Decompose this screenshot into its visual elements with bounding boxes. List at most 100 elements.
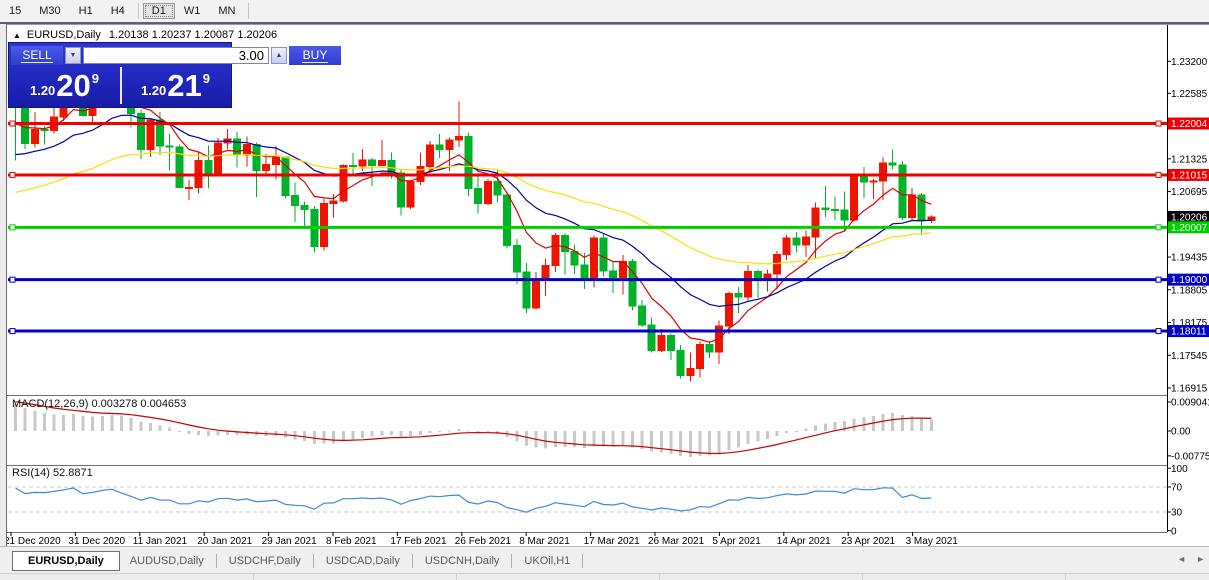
- volume-increase-button[interactable]: ▲: [271, 47, 287, 64]
- svg-text:70: 70: [1171, 483, 1183, 494]
- svg-text:1.17545: 1.17545: [1171, 351, 1208, 362]
- buy-price-display[interactable]: 1.20 21 9: [120, 66, 231, 105]
- svg-text:23 Apr 2021: 23 Apr 2021: [841, 536, 895, 547]
- timeframe-button-h4[interactable]: H4: [110, 5, 125, 17]
- timeframe-button-h1[interactable]: H1: [78, 5, 93, 17]
- svg-text:3 May 2021: 3 May 2021: [906, 536, 959, 547]
- tab-usdcnh-daily[interactable]: USDCNH,Daily: [424, 554, 500, 567]
- svg-text:1.21015: 1.21015: [1171, 170, 1208, 181]
- chart-title: ▲ EURUSD,Daily 1.20138 1.20237 1.20087 1.2…: [13, 29, 277, 41]
- price-chart-canvas[interactable]: 1.23200 1.22585 1.21325 1.20695 1.19435 1.188…: [0, 24, 1209, 548]
- status-bar: [0, 573, 1209, 580]
- chart-tabbar: EURUSD,Daily AUDUSD,Daily USDCHF,Daily U…: [0, 546, 1209, 574]
- sell-price-display[interactable]: 1.20 20 9: [9, 66, 120, 105]
- chart-symbol-label: EURUSD,Daily: [26, 29, 101, 41]
- svg-text:100: 100: [1171, 464, 1188, 475]
- svg-text:20 Jan 2021: 20 Jan 2021: [197, 536, 252, 547]
- timeframe-button-w1[interactable]: W1: [183, 5, 201, 17]
- sell-button-label: SELL: [21, 48, 53, 63]
- date-axis: 21 Dec 2020 31 Dec 2020 11 Jan 2021 20 Jan …: [4, 532, 958, 547]
- tab-separator: [511, 553, 513, 568]
- svg-text:26 Feb 2021: 26 Feb 2021: [455, 536, 512, 547]
- toolbar-separator: [137, 3, 139, 19]
- tab-audusd-daily[interactable]: AUDUSD,Daily: [129, 554, 204, 567]
- tab-ukoil-h1[interactable]: UKOil,H1: [524, 554, 571, 567]
- hline-1.21015[interactable]: [8, 171, 1167, 178]
- volume-decrease-button[interactable]: ▼: [65, 47, 81, 64]
- rsi-line: [15, 487, 932, 513]
- tab-eurusd-daily[interactable]: EURUSD,Daily: [12, 550, 120, 571]
- svg-text:21 Dec 2020: 21 Dec 2020: [4, 536, 61, 547]
- svg-text:1.20007: 1.20007: [1171, 223, 1208, 234]
- hline-1.18011[interactable]: [8, 328, 1167, 335]
- window-left-border: [0, 24, 7, 548]
- svg-text:1.22585: 1.22585: [1171, 89, 1208, 100]
- svg-text:8 Mar 2021: 8 Mar 2021: [519, 536, 570, 547]
- svg-text:1.18805: 1.18805: [1171, 285, 1208, 296]
- macd-indicator-label: MACD(12,26,9) 0.003278 0.004653: [12, 398, 187, 410]
- svg-text:1.18011: 1.18011: [1171, 327, 1207, 338]
- svg-text:1.23200: 1.23200: [1171, 57, 1208, 68]
- svg-text:-0.00775: -0.00775: [1171, 451, 1209, 462]
- svg-text:8 Feb 2021: 8 Feb 2021: [326, 536, 377, 547]
- svg-text:26 Mar 2021: 26 Mar 2021: [648, 536, 705, 547]
- svg-text:0: 0: [1171, 526, 1177, 537]
- rsi-levels: [8, 486, 1167, 513]
- timeframe-button-mn[interactable]: MN: [218, 5, 236, 17]
- tab-usdchf-daily[interactable]: USDCHF,Daily: [228, 554, 301, 567]
- ma-slow-yellow-line: [15, 151, 932, 265]
- panel-divider: [120, 67, 122, 104]
- price-badges: 1.20206 1.22004 1.21015 1.20007 1.19000 1.180…: [1168, 117, 1209, 338]
- sell-price-prefix: 1.20: [29, 83, 56, 98]
- tab-scroll-left-icon[interactable]: ◄: [1177, 554, 1187, 564]
- buy-button-label: BUY: [301, 48, 329, 63]
- svg-text:14 Apr 2021: 14 Apr 2021: [777, 536, 831, 547]
- price-axis: 1.23200 1.22585 1.21325 1.20695 1.19435 1.188…: [1167, 57, 1209, 537]
- tab-separator: [582, 553, 584, 568]
- svg-text:0.009041: 0.009041: [1171, 398, 1209, 409]
- hline-1.22004[interactable]: [8, 120, 1167, 127]
- tab-usdcad-daily[interactable]: USDCAD,Daily: [325, 554, 400, 567]
- svg-text:0.00: 0.00: [1171, 427, 1191, 438]
- collapse-panel-icon[interactable]: ▲: [13, 31, 21, 40]
- tab-scroll-right-icon[interactable]: ►: [1196, 554, 1205, 564]
- pane-borders: [7, 24, 1168, 533]
- svg-text:1.20695: 1.20695: [1171, 187, 1208, 198]
- timeframe-button-m30[interactable]: M30: [39, 5, 61, 17]
- hline-1.20007[interactable]: [8, 224, 1167, 231]
- buy-price-prefix: 1.20: [140, 83, 167, 98]
- hline-1.19000[interactable]: [8, 276, 1167, 283]
- svg-text:1.19000: 1.19000: [1171, 275, 1208, 286]
- sell-price-big: 20: [56, 68, 91, 103]
- svg-text:1.22004: 1.22004: [1171, 119, 1208, 130]
- svg-text:1.20206: 1.20206: [1171, 212, 1208, 223]
- tab-separator: [312, 553, 314, 568]
- chart-ohlc-values: 1.20138 1.20237 1.20087 1.20206: [108, 29, 278, 41]
- timeframe-button-d1[interactable]: D1: [142, 3, 175, 19]
- svg-text:17 Feb 2021: 17 Feb 2021: [390, 536, 447, 547]
- buy-price-pip: 9: [202, 71, 211, 86]
- buy-button[interactable]: BUY: [289, 46, 341, 65]
- toolbar-separator: [248, 3, 250, 19]
- chart-window[interactable]: 1.23200 1.22585 1.21325 1.20695 1.19435 1.188…: [0, 22, 1209, 548]
- volume-input[interactable]: [83, 47, 269, 64]
- sell-price-pip: 9: [91, 71, 100, 86]
- one-click-trading-panel: SELL ▼ ▲ BUY 1.20 20 9 1.20 21 9: [9, 43, 341, 107]
- macd-signal-line: [15, 401, 932, 455]
- timeframe-toolbar: 15 M30 H1 H4 D1 W1 MN: [0, 0, 1209, 23]
- svg-text:29 Jan 2021: 29 Jan 2021: [262, 536, 317, 547]
- svg-text:1.19435: 1.19435: [1171, 253, 1208, 264]
- svg-text:1.16915: 1.16915: [1171, 384, 1208, 395]
- timeframe-button-m15[interactable]: 15: [9, 5, 22, 17]
- svg-text:11 Jan 2021: 11 Jan 2021: [133, 536, 188, 547]
- tab-separator: [411, 553, 413, 568]
- sell-button[interactable]: SELL: [11, 46, 63, 65]
- svg-text:1.21325: 1.21325: [1171, 154, 1208, 165]
- svg-text:30: 30: [1171, 508, 1183, 519]
- svg-text:31 Dec 2020: 31 Dec 2020: [68, 536, 125, 547]
- svg-text:1.18175: 1.18175: [1171, 318, 1208, 329]
- tab-separator: [215, 553, 217, 568]
- macd-histogram: [14, 404, 933, 457]
- rsi-indicator-label: RSI(14) 52.8871: [12, 467, 93, 479]
